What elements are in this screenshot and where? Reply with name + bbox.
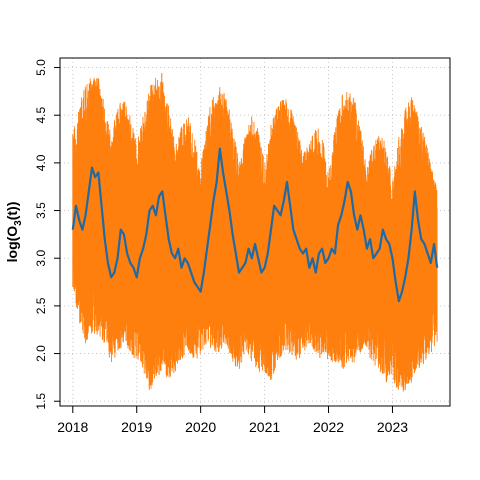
x-tick-label: 2020 <box>185 419 216 435</box>
y-tick-label: 2.5 <box>34 297 48 314</box>
y-axis-label-prefix: log(O <box>4 226 20 263</box>
smoothed-line-path <box>71 147 439 303</box>
y-axis-label-subscript: 3 <box>13 220 24 226</box>
x-axis: 2018 2019 2020 2021 2022 2023 <box>57 405 408 435</box>
y-axis: 1.5 2.0 2.5 3.0 3.5 4.0 4.5 5.0 <box>34 59 61 410</box>
y-axis-label-suffix: (t)) <box>4 202 20 221</box>
y-tick-label: 4.5 <box>34 107 48 124</box>
y-tick-label: 2.0 <box>34 345 48 362</box>
y-tick-label: 5.0 <box>34 59 48 76</box>
x-tick-label: 2021 <box>249 419 280 435</box>
y-tick-label: 3.5 <box>34 202 48 219</box>
ozone-smoothed-line <box>71 147 439 303</box>
x-tick-label: 2022 <box>313 419 344 435</box>
y-tick-label: 3.0 <box>34 250 48 267</box>
y-tick-label: 4.0 <box>34 154 48 171</box>
x-tick-label: 2019 <box>121 419 152 435</box>
y-tick-label: 1.5 <box>34 393 48 410</box>
x-tick-label: 2018 <box>57 419 88 435</box>
x-tick-label: 2023 <box>377 419 408 435</box>
y-axis-label: log(O3(t)) <box>4 202 24 263</box>
